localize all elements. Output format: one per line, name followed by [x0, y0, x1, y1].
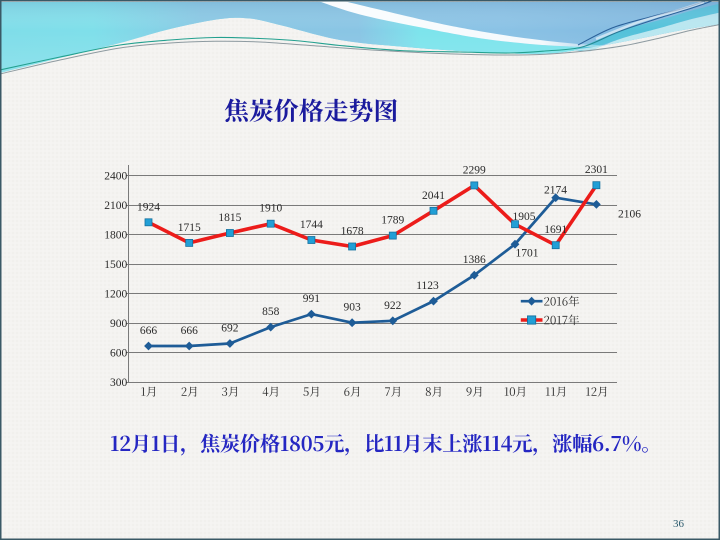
svg-text:1924: 1924	[137, 201, 160, 213]
svg-text:1910: 1910	[259, 203, 282, 215]
svg-text:858: 858	[262, 306, 280, 318]
svg-text:2301: 2301	[585, 164, 608, 176]
svg-text:600: 600	[110, 348, 128, 360]
svg-text:2400: 2400	[104, 171, 127, 183]
svg-text:1800: 1800	[104, 230, 127, 242]
svg-text:666: 666	[140, 325, 158, 337]
svg-text:1200: 1200	[104, 289, 127, 301]
svg-text:903: 903	[343, 302, 361, 314]
svg-text:1386: 1386	[463, 254, 486, 266]
svg-text:1715: 1715	[178, 222, 201, 234]
svg-text:2106: 2106	[618, 209, 641, 221]
svg-text:1789: 1789	[381, 215, 404, 227]
svg-text:1500: 1500	[104, 259, 127, 271]
svg-text:2299: 2299	[463, 164, 486, 176]
svg-text:1815: 1815	[218, 212, 241, 224]
svg-text:36: 36	[673, 518, 685, 530]
svg-text:692: 692	[221, 323, 239, 335]
svg-text:2100: 2100	[104, 200, 127, 212]
svg-text:922: 922	[384, 300, 402, 312]
svg-text:1905: 1905	[513, 211, 536, 223]
svg-text:300: 300	[110, 377, 128, 389]
svg-text:1678: 1678	[341, 226, 364, 238]
svg-text:2041: 2041	[422, 190, 445, 202]
svg-text:1744: 1744	[300, 219, 323, 231]
svg-text:1701: 1701	[516, 247, 539, 259]
svg-text:666: 666	[181, 325, 199, 337]
svg-text:2174: 2174	[544, 185, 567, 197]
svg-text:1123: 1123	[416, 280, 439, 292]
svg-text:900: 900	[110, 318, 128, 330]
svg-text:1691: 1691	[544, 224, 567, 236]
svg-text:991: 991	[303, 293, 321, 305]
